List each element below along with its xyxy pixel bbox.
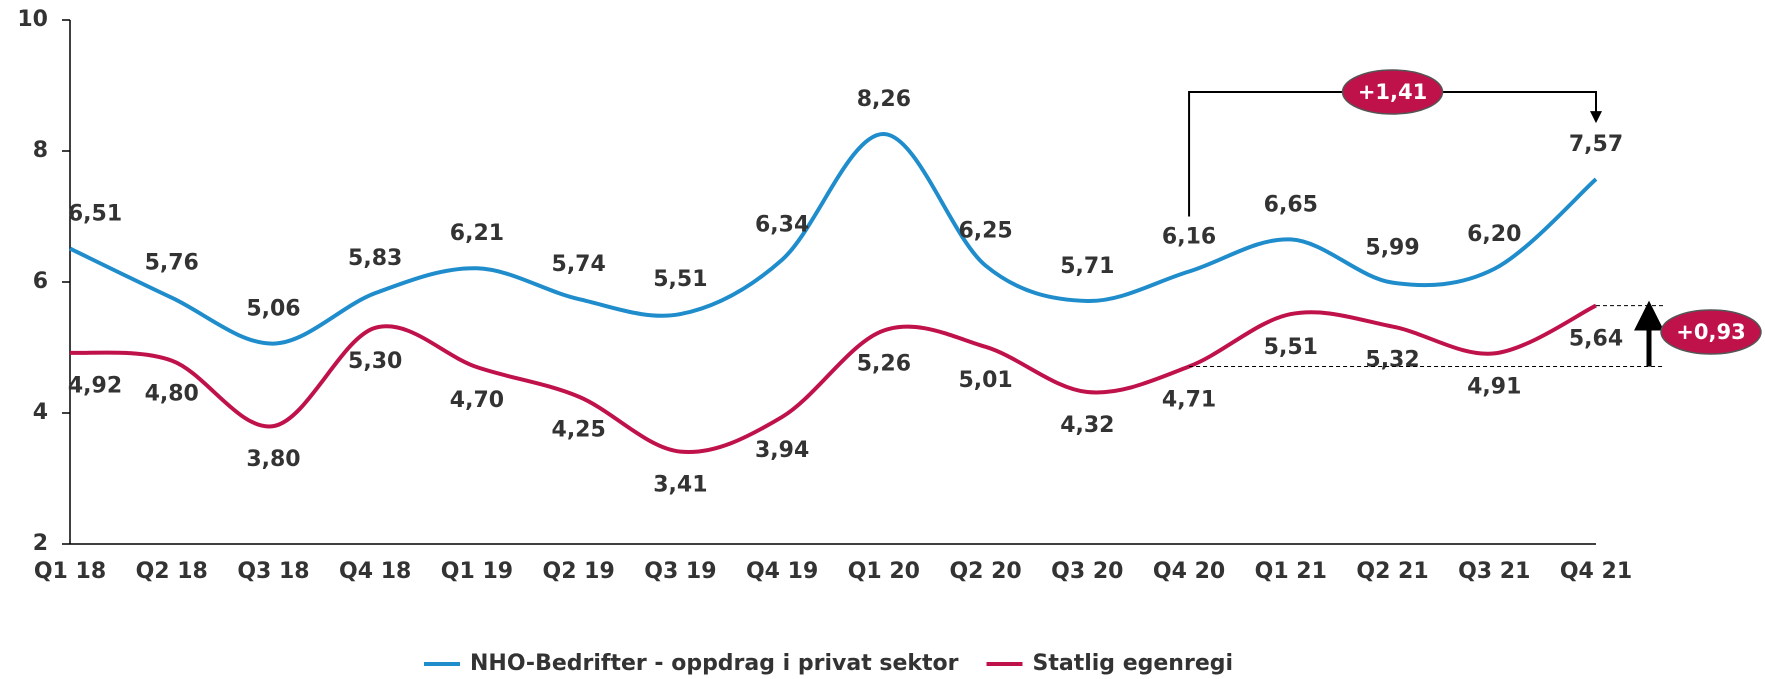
legend-label: Statlig egenregi	[1033, 651, 1234, 676]
data-label: 5,76	[145, 251, 199, 276]
data-label: 6,20	[1467, 222, 1521, 247]
x-tick-label: Q3 20	[1051, 559, 1123, 584]
y-tick-label: 8	[33, 138, 48, 163]
line	[69, 131, 1598, 346]
data-label: 5,26	[857, 351, 911, 376]
x-tick-label: Q2 20	[949, 559, 1021, 584]
x-tick-label: Q4 21	[1560, 559, 1632, 584]
x-tick-label: Q1 21	[1255, 559, 1327, 584]
legend-label: NHO-Bedrifter - oppdrag i privat sektor	[470, 651, 959, 676]
annotation: +0,93	[1676, 320, 1745, 344]
x-tick-label: Q1 20	[848, 559, 920, 584]
data-label: 5,51	[1264, 335, 1318, 360]
x-tick-label: Q4 18	[339, 559, 411, 584]
data-label: 5,30	[348, 349, 402, 374]
x-tick-label: Q1 19	[441, 559, 513, 584]
data-label: 6,34	[755, 213, 809, 238]
x-tick-label: Q3 21	[1458, 559, 1530, 584]
data-label: 6,65	[1264, 192, 1318, 217]
data-label: 5,71	[1060, 254, 1114, 279]
x-tick-label: Q2 21	[1356, 559, 1428, 584]
data-label: 5,01	[958, 368, 1012, 393]
x-tick-label: Q3 19	[644, 559, 716, 584]
data-label: 4,25	[552, 418, 606, 443]
data-label: 6,21	[450, 221, 504, 246]
y-tick-label: 6	[33, 269, 48, 294]
data-label: 5,06	[246, 297, 300, 322]
data-label: 5,74	[552, 252, 606, 277]
x-tick-label: Q2 19	[543, 559, 615, 584]
data-label: 4,32	[1060, 413, 1114, 438]
data-label: 4,80	[145, 382, 199, 407]
x-tick-label: Q1 18	[34, 559, 106, 584]
data-label: 5,83	[348, 246, 402, 271]
data-label: 4,92	[68, 374, 122, 399]
data-label: 5,99	[1365, 236, 1419, 261]
data-label: 4,70	[450, 388, 504, 413]
data-label: 5,32	[1365, 348, 1419, 373]
data-label: 7,57	[1569, 132, 1623, 157]
data-label: 3,94	[755, 438, 809, 463]
y-tick-label: 4	[33, 400, 48, 425]
data-label: 6,51	[68, 202, 122, 227]
x-tick-label: Q2 18	[136, 559, 208, 584]
data-label: 4,71	[1162, 387, 1216, 412]
data-label: 5,64	[1569, 327, 1623, 352]
y-tick-label: 10	[17, 7, 48, 32]
annotation: +1,41	[1358, 80, 1427, 104]
data-label: 4,91	[1467, 374, 1521, 399]
x-tick-label: Q3 18	[237, 559, 309, 584]
x-tick-label: Q4 19	[746, 559, 818, 584]
data-label: 5,51	[653, 267, 707, 292]
annotation-badge	[1341, 69, 1444, 115]
data-label: 3,41	[653, 473, 707, 498]
line	[69, 303, 1597, 455]
data-label: 3,80	[246, 447, 300, 472]
data-label: 6,25	[958, 219, 1012, 244]
data-label: 6,16	[1162, 225, 1216, 250]
data-label: 8,26	[857, 87, 911, 112]
y-tick-label: 2	[33, 531, 48, 556]
x-tick-label: Q4 20	[1153, 559, 1225, 584]
annotation-badge	[1660, 309, 1762, 355]
